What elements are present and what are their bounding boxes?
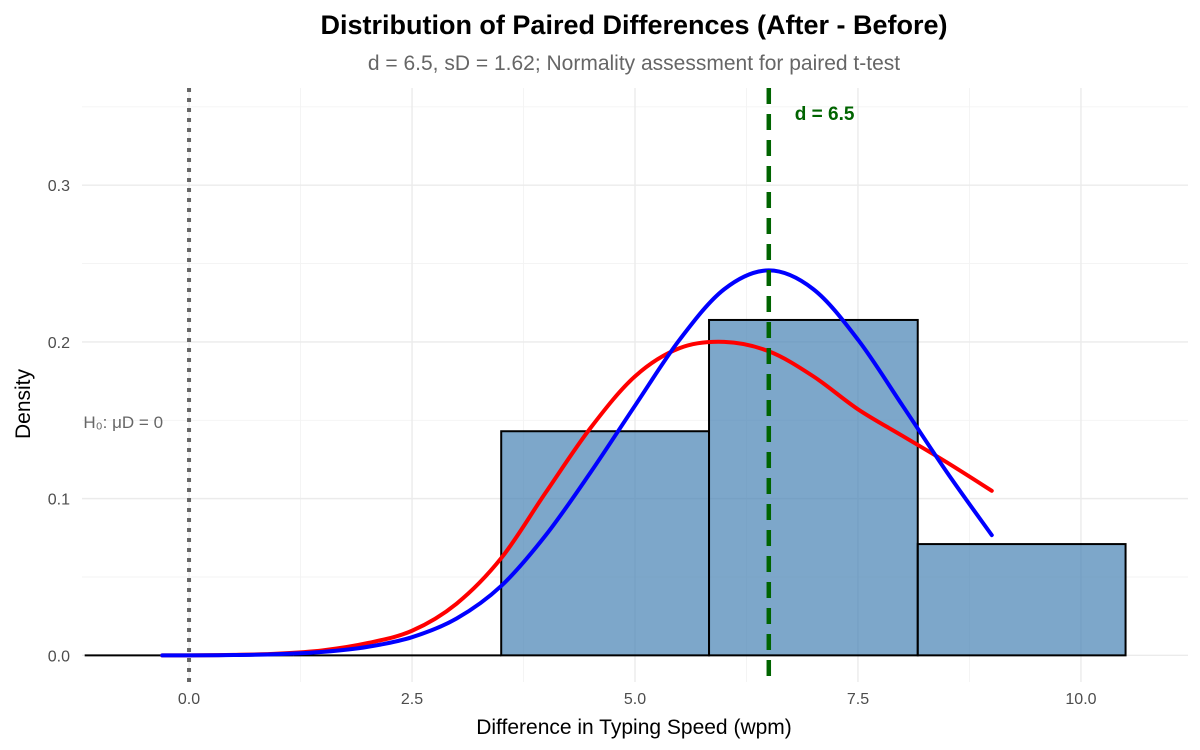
density-curves [160, 268, 994, 658]
histogram-bar [708, 318, 919, 657]
reference-lines [187, 88, 772, 682]
y-tick-label: 0.0 [48, 648, 70, 665]
y-axis-title: Density [12, 368, 35, 439]
y-tick-label: 0.1 [48, 492, 70, 509]
histogram-bar [500, 430, 711, 657]
x-tick-label: 5.0 [624, 691, 646, 708]
chart-title: Distribution of Paired Differences (Afte… [320, 10, 947, 40]
null-hypothesis-label: H₀: μD = 0 [83, 413, 163, 432]
y-tick-label: 0.3 [48, 178, 70, 195]
histogram-bar [916, 543, 1127, 657]
x-tick-label: 10.0 [1065, 691, 1096, 708]
axis-ticks: 0.0 2.5 5.0 7.5 10.0 0.0 0.1 0.2 0.3 [48, 178, 1097, 708]
x-tick-label: 2.5 [401, 691, 423, 708]
mean-difference-label: d = 6.5 [795, 104, 855, 125]
y-tick-label: 0.2 [48, 335, 70, 352]
annotations: d = 6.5 H₀: μD = 0 [83, 104, 855, 432]
x-tick-label: 7.5 [847, 691, 869, 708]
x-axis-title: Difference in Typing Speed (wpm) [476, 716, 792, 739]
normal-fit-curve [160, 268, 994, 658]
chart-subtitle: d = 6.5, sD = 1.62; Normality assessment… [368, 52, 900, 75]
x-tick-label: 0.0 [178, 691, 200, 708]
